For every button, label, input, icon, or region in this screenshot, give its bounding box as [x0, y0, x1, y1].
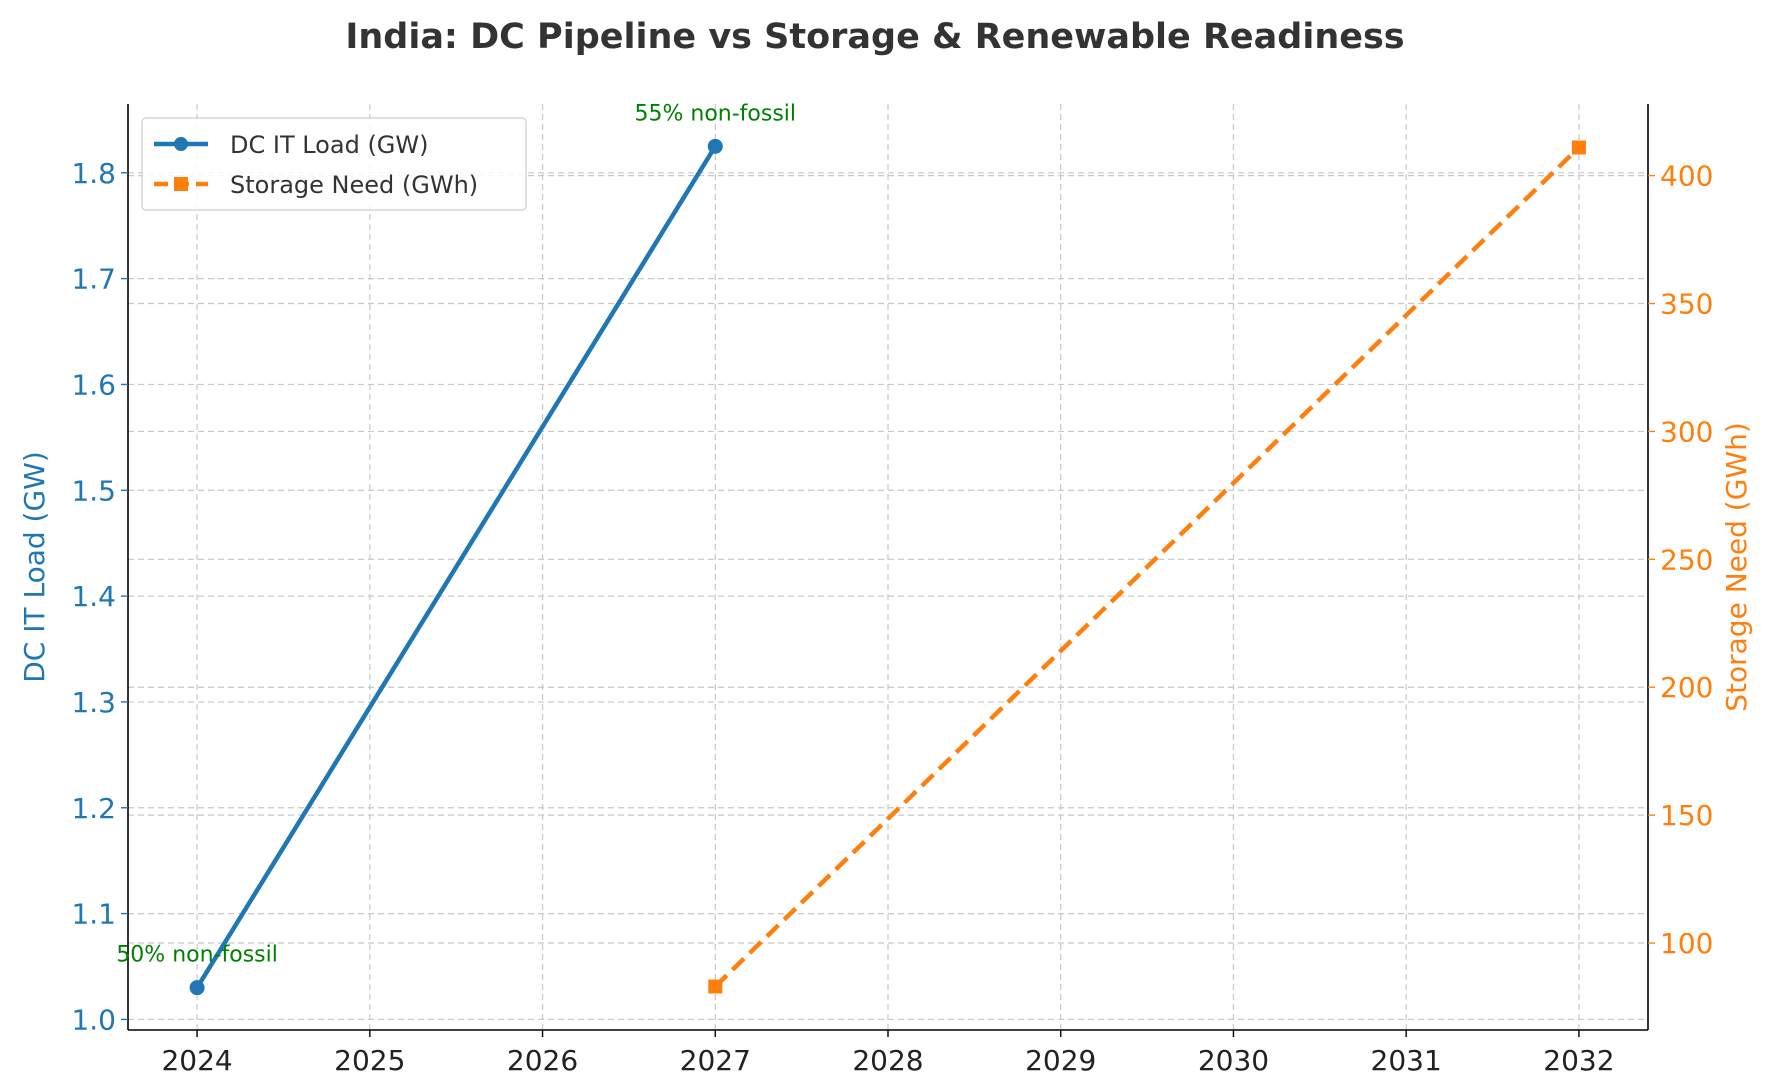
y-right-tick-label: 300: [1660, 415, 1713, 448]
x-tick-label: 2028: [852, 1044, 923, 1077]
y-left-tick-label: 1.6: [71, 368, 116, 401]
x-tick-label: 2027: [680, 1044, 751, 1077]
y-left-tick-label: 1.5: [71, 474, 116, 507]
y-left-tick-label: 1.2: [71, 792, 116, 825]
series-layer: [189, 138, 1586, 996]
x-tick-label: 2032: [1543, 1044, 1614, 1077]
legend-entry-label: Storage Need (GWh): [230, 171, 478, 199]
annotation-layer: 50% non-fossil 55% non-fossil: [116, 101, 796, 967]
x-tick-label: 2030: [1198, 1044, 1269, 1077]
data-point-marker: [1571, 140, 1586, 155]
y-right-tick-label: 350: [1660, 288, 1713, 321]
annotation-label: 55% non-fossil: [635, 101, 797, 126]
legend-box: [141, 117, 527, 211]
y-right-tick-label: 250: [1660, 543, 1713, 576]
y-right-tick-label: 100: [1660, 927, 1713, 960]
data-point-marker: [708, 979, 723, 994]
series-line-dc-it-load: [195, 145, 718, 989]
x-tick-label: 2029: [1025, 1044, 1096, 1077]
y-left-tick-label: 1.1: [71, 898, 116, 931]
chart-title: India: DC Pipeline vs Storage & Renewabl…: [345, 17, 1404, 57]
y-axis-right-label: Storage Need (GWh): [1720, 422, 1753, 712]
x-tick-label: 2026: [507, 1044, 578, 1077]
axes-layer: 2024 2025 2026 2027 2028 2029 2030 2031 2032 1.0 1…: [71, 104, 1713, 1077]
x-tick-label: 2025: [334, 1044, 405, 1077]
legend-entry-label: DC IT Load (GW): [230, 131, 429, 159]
legend-entries: DC IT Load (GW) Storage Need (GWh): [154, 131, 478, 199]
y-right-tick-label: 200: [1660, 671, 1713, 704]
y-left-tick-label: 1.3: [71, 686, 116, 719]
legend-marker: [174, 137, 188, 151]
legend: DC IT Load (GW) Storage Need (GWh): [141, 117, 527, 211]
series-line-storage-need: [713, 145, 1581, 989]
grid-layer: [128, 104, 1648, 1030]
y-axis-left-label: DC IT Load (GW): [18, 451, 51, 683]
y-right-tick-label: 400: [1660, 160, 1713, 193]
y-left-tick-label: 1.0: [71, 1003, 116, 1036]
legend-marker: [174, 177, 188, 191]
y-left-tick-label: 1.7: [71, 263, 116, 296]
annotation-label: 50% non-fossil: [116, 943, 278, 968]
x-tick-label: 2024: [161, 1044, 232, 1077]
y-left-tick-label: 1.4: [71, 580, 116, 613]
y-left-tick-label: 1.8: [71, 157, 116, 190]
data-point-marker: [707, 138, 723, 154]
x-tick-label: 2031: [1371, 1044, 1442, 1077]
data-point-marker: [189, 980, 205, 996]
y-right-tick-label: 150: [1660, 799, 1713, 832]
